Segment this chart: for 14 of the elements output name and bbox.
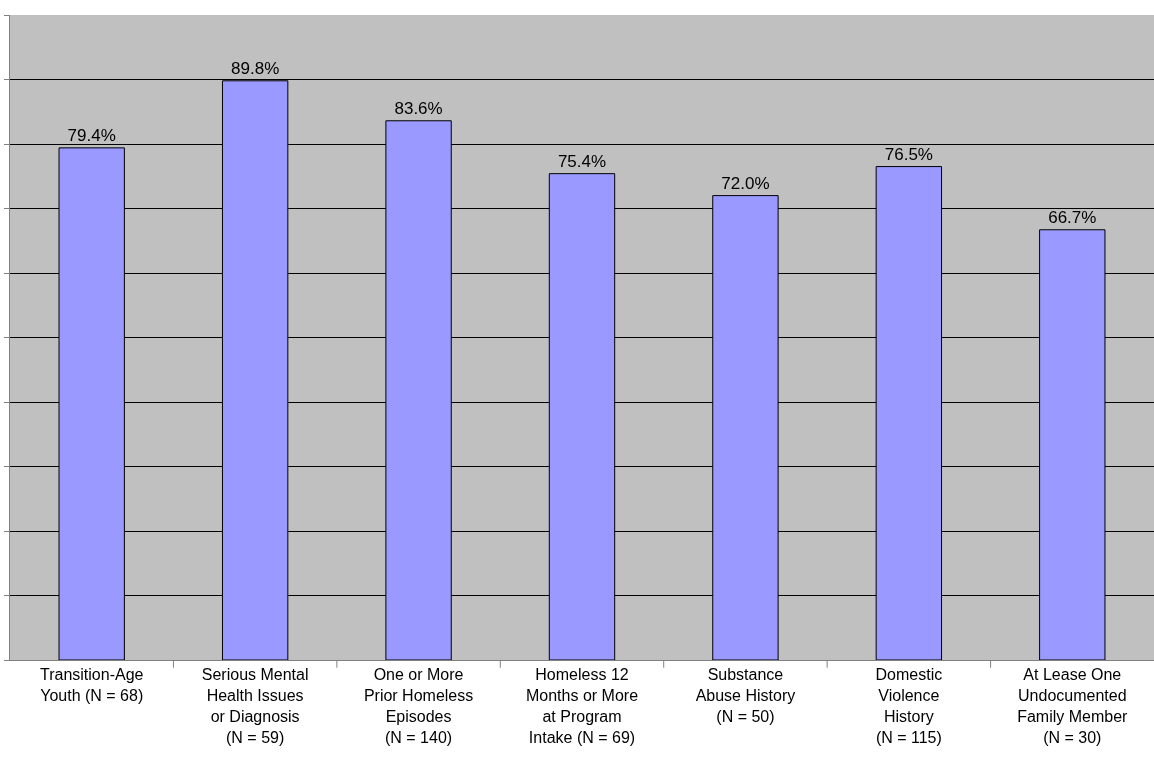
data-label: 75.4% [557,151,607,171]
x-tick-label: Substance Abuse History (N = 50) [695,666,796,725]
data-label: 79.4% [67,125,116,145]
data-label: 76.5% [884,144,933,164]
data-label: 89.8% [231,58,280,78]
data-label: 72.0% [721,173,770,193]
x-tick-label: Transition-Age Youth (N = 68) [39,666,144,704]
x-tick-label: At Lease One Undocumented Family Member (N = 30) [1017,666,1129,746]
x-tick-label: Homeless 12 Months or More at Program Intake (N = 69) [525,666,639,746]
data-label: 66.7% [1048,207,1097,227]
data-label: 83.6% [394,98,443,118]
x-tick-label: Serious Mental Health Issues or Diagnosis (N = 59) [201,666,309,746]
x-tick-label: One or More Prior Homeless Episodes (N = 140) [363,666,474,746]
x-tick-label: Domestic Violence History (N = 115) [875,666,943,746]
